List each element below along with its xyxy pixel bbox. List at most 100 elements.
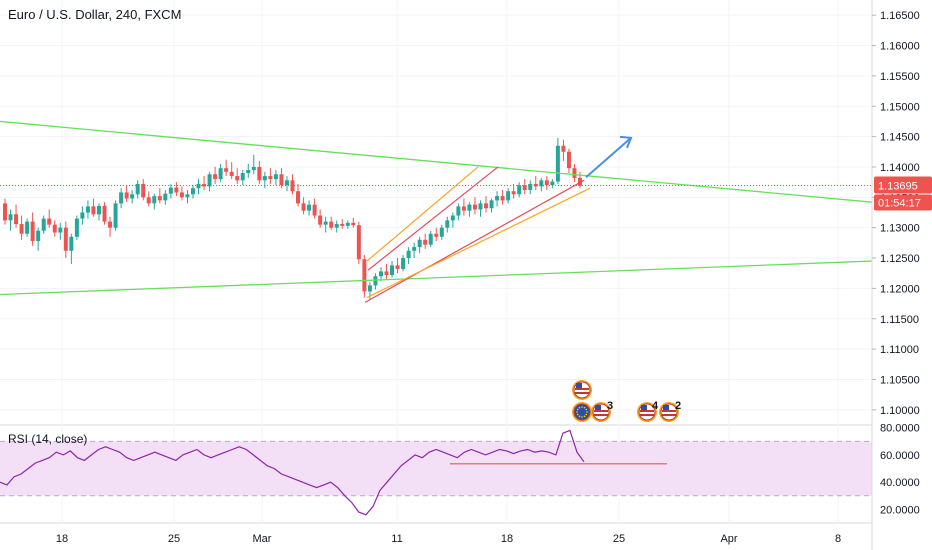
us-stripe-icon [662, 410, 676, 412]
candle-body [224, 168, 229, 172]
us-stripe-icon [594, 414, 608, 416]
eu-star-icon [585, 408, 588, 411]
candle-body [246, 170, 251, 174]
candle-body [130, 194, 135, 199]
time-tick-label: 18 [56, 533, 68, 545]
eu-flag-icon [573, 403, 591, 421]
us-stripe-icon [594, 410, 608, 412]
candle-body [566, 151, 571, 169]
candle-body [284, 180, 289, 186]
eu-star-icon [578, 406, 581, 409]
candle-body [384, 271, 389, 276]
candle-body [445, 220, 450, 228]
eu-star-icon [581, 416, 583, 418]
candle-body [307, 204, 312, 211]
time-axis[interactable]: 18 25 Mar 11 18 25 Apr 8 [56, 533, 841, 545]
rsi-band [0, 440, 872, 497]
candle-body [30, 221, 35, 242]
candle-body [47, 218, 52, 225]
event-us-2[interactable] [591, 402, 611, 422]
candle-body [555, 145, 560, 182]
candle-body [163, 193, 168, 201]
candle-body [323, 221, 328, 225]
countdown-value: 01:54:17 [878, 197, 921, 209]
candle-body [273, 174, 278, 180]
candle-body [74, 218, 79, 237]
projection-arrowhead [619, 135, 633, 149]
candle-body [58, 227, 63, 233]
candle-body [550, 181, 555, 186]
candle-body [506, 191, 511, 201]
candle-body [439, 227, 444, 237]
us-stripe-icon [640, 410, 654, 412]
candle-body [102, 205, 107, 222]
candle-body [544, 180, 549, 186]
candle-body [25, 221, 30, 234]
candle-body [240, 173, 245, 181]
price-tags: 1.13695 01:54:17 [874, 176, 932, 211]
time-tick-label: 25 [613, 533, 625, 545]
time-tick-label: 11 [391, 533, 402, 545]
eu-star-icon [576, 413, 579, 416]
candle-body [450, 215, 455, 221]
channel-orange-upper [366, 166, 479, 262]
candle-body [8, 214, 13, 221]
candle-body [539, 180, 544, 187]
candle-body [578, 177, 582, 186]
rsi-overbought-oversold-band [0, 441, 872, 496]
price-tick-label: 1.11000 [880, 344, 919, 356]
candle-body [69, 236, 74, 251]
last-price-tag [874, 176, 932, 194]
price-tick-label: 1.12500 [880, 253, 920, 265]
candle-body [356, 225, 361, 260]
rsi-title[interactable]: RSI (14, close) [8, 432, 88, 446]
symbol-title[interactable]: Euro / U.S. Dollar, 240, FXCM [8, 7, 182, 22]
rsi-tick-label: 80.0000 [880, 423, 920, 435]
candle-body [329, 221, 334, 228]
candle-body [91, 206, 96, 215]
candle-body [213, 174, 218, 180]
candle-body [257, 166, 262, 181]
candle-body [80, 212, 85, 219]
candle-body [417, 239, 422, 248]
eu-star-icon [576, 411, 578, 413]
candle-body [229, 171, 234, 177]
drawings-layer [0, 120, 873, 303]
economic-events[interactable]: 3 4 2 [572, 380, 681, 422]
candle-body [152, 196, 157, 204]
price-tick-label: 1.13000 [880, 223, 920, 235]
us-stripe-icon [662, 414, 676, 416]
candle-body [157, 196, 162, 201]
event-eu[interactable] [572, 402, 592, 422]
candle-body [572, 168, 577, 178]
candle-body [251, 166, 256, 170]
candle-body [196, 183, 201, 189]
rsi-tick-label: 20.0000 [880, 504, 920, 516]
event-us-4[interactable] [659, 402, 679, 422]
candle-body [52, 224, 57, 233]
event-us-1[interactable] [572, 380, 592, 400]
time-tick-label: 18 [501, 533, 513, 545]
event-us-3[interactable] [637, 402, 657, 422]
lower-trendline [0, 260, 873, 296]
candle-body [401, 258, 406, 269]
candle-body [146, 197, 151, 204]
candle-body [517, 185, 522, 195]
rsi-line [0, 429, 585, 516]
candle-body [235, 176, 240, 181]
candle-body [528, 183, 533, 191]
candle-body [522, 185, 527, 191]
candle-body [174, 187, 179, 193]
candle-body [434, 233, 439, 237]
price-axis[interactable]: 1.16500 1.16000 1.15500 1.15000 1.14500 1.140… [871, 0, 932, 550]
event-count-us2: 2 [675, 400, 681, 412]
candle-body [296, 191, 301, 204]
candle-body [467, 204, 472, 211]
candle-body [262, 176, 267, 181]
channel-orange-lower [366, 187, 591, 299]
us-stripe-icon [575, 392, 589, 394]
time-tick-label: Mar [253, 533, 272, 545]
candle-body [190, 188, 195, 195]
last-price-value: 1.13695 [878, 180, 918, 192]
